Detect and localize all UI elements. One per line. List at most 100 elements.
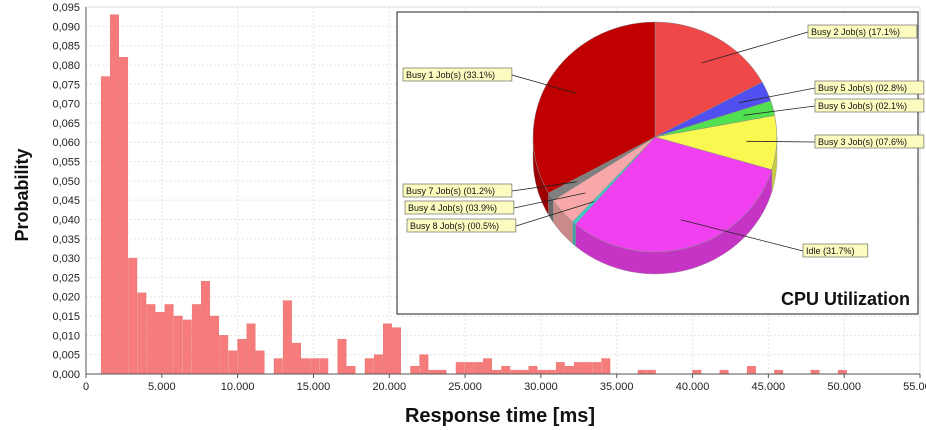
histogram-bar: [510, 369, 520, 375]
pie-label: Busy 8 Job(s) (00.5%): [410, 221, 499, 231]
histogram-bar: [228, 350, 238, 375]
histogram-bar: [646, 369, 656, 375]
y-tick-label: 0,075: [52, 79, 80, 91]
histogram-bar: [301, 358, 311, 375]
pie-label: Busy 7 Job(s) (01.2%): [406, 186, 495, 196]
histogram-bar: [292, 342, 301, 375]
inset-title: CPU Utilization: [781, 289, 910, 309]
histogram-bar: [583, 362, 593, 375]
pie-label-box: [802, 243, 869, 258]
y-tick-label: 0,015: [52, 311, 80, 323]
histogram-bar: [546, 369, 556, 375]
histogram-bar: [492, 369, 502, 375]
pie-leader-line: [511, 74, 577, 94]
histogram-bar: [555, 362, 565, 375]
histogram-bar: [191, 304, 201, 375]
histogram-bar: [464, 362, 474, 375]
histogram-bar: [119, 57, 129, 375]
pie-side-wall: [572, 221, 576, 247]
pie-labels: Busy 2 Job(s) (17.1%) Busy 5 Job(s) (02.8…: [402, 24, 925, 258]
histogram-bar: [501, 366, 511, 375]
histogram-bar: [282, 300, 292, 375]
x-tick-label: 35.000: [600, 381, 634, 393]
histogram-bar: [437, 369, 447, 375]
histogram-bars: [100, 14, 847, 375]
x-tick-label: 15.000: [297, 381, 331, 393]
histogram-bar: [219, 335, 229, 375]
histogram-bar: [592, 362, 602, 375]
pie-leader-line: [738, 87, 816, 104]
histogram-bar: [255, 350, 265, 375]
y-tick-label: 0,000: [52, 369, 80, 381]
pie-leader-line: [513, 192, 586, 209]
pie-label-box: [402, 67, 513, 82]
y-tick-label: 0,020: [52, 292, 80, 304]
pie-slice: [654, 21, 763, 138]
pie-leader-line: [701, 31, 809, 64]
pie-leader-lines: [511, 31, 816, 252]
x-tick-label: 25.000: [448, 381, 482, 393]
y-tick-label: 0,070: [52, 99, 80, 111]
histogram-bar: [310, 358, 320, 375]
histogram-bar: [483, 358, 492, 375]
pie-label: Busy 3 Job(s) (07.6%): [818, 137, 907, 147]
y-tick-label: 0,090: [52, 21, 80, 33]
histogram-bar: [774, 369, 784, 375]
x-tick-label: 0: [83, 381, 89, 393]
y-tick-label: 0,085: [52, 41, 80, 53]
histogram-bar: [574, 362, 583, 375]
histogram-bar: [337, 339, 347, 375]
pie-leader-line: [515, 201, 595, 227]
y-tick-label: 0,060: [52, 137, 80, 149]
pie-label-box: [814, 80, 925, 95]
pie-slices: [532, 21, 778, 253]
x-tick-label: 40.000: [676, 381, 710, 393]
histogram-bar: [692, 369, 702, 375]
pie-leader-line: [743, 105, 816, 116]
histogram-bar: [410, 366, 420, 375]
x-tick-label: 30.000: [524, 381, 558, 393]
histogram-bar: [419, 354, 429, 375]
histogram-bar: [810, 369, 820, 375]
histogram-bar: [564, 366, 574, 375]
pie-label: Busy 1 Job(s) (33.1%): [406, 70, 495, 80]
histogram-bar: [719, 369, 729, 375]
histogram-bar: [473, 362, 483, 375]
histogram-bar: [237, 339, 247, 375]
histogram-bar: [537, 369, 547, 375]
histogram-bar: [100, 76, 110, 375]
pie-label: Busy 2 Job(s) (17.1%): [811, 27, 900, 37]
x-tick-labels: 0 5.000 10.000 15.000 20.000 25.000 30.000 35.0…: [83, 374, 926, 393]
y-tick-label: 0,030: [52, 253, 80, 265]
histogram-bar: [637, 369, 647, 375]
pie-label: Busy 4 Job(s) (03.9%): [408, 203, 497, 213]
y-tick-label: 0,055: [52, 157, 80, 169]
histogram-bar: [383, 323, 392, 375]
y-tick-label: 0,095: [52, 2, 80, 14]
histogram-bar: [519, 369, 529, 375]
histogram-bar: [146, 304, 156, 375]
pie-label-box: [404, 200, 515, 215]
pie-leader-line: [511, 181, 577, 192]
histogram-bar: [392, 327, 402, 375]
x-tick-label: 5.000: [148, 381, 176, 393]
x-axis-title: Response time [ms]: [405, 405, 595, 427]
histogram-bar: [273, 358, 283, 375]
y-tick-labels: 0,000 0,005 0,010 0,015 0,020 0,025 0,030 0,035…: [52, 2, 80, 381]
histogram-bar: [346, 366, 356, 375]
y-tick-label: 0,005: [52, 350, 80, 362]
y-tick-label: 0,045: [52, 195, 80, 207]
pie-label-box: [814, 98, 925, 113]
y-tick-label: 0,040: [52, 214, 80, 226]
histogram-bar: [173, 315, 183, 375]
histogram-bar: [164, 304, 174, 375]
pie-label-box: [402, 183, 513, 198]
pie-label-box: [807, 24, 918, 39]
pie-label: Idle (31.7%): [806, 246, 855, 256]
x-tick-label: 55.000: [903, 381, 926, 393]
x-tick-label: 50.000: [827, 381, 861, 393]
histogram-bar: [201, 281, 210, 375]
pie-slice: [575, 136, 773, 253]
cpu-utilization-inset: Busy 2 Job(s) (17.1%) Busy 5 Job(s) (02.8…: [396, 11, 925, 315]
